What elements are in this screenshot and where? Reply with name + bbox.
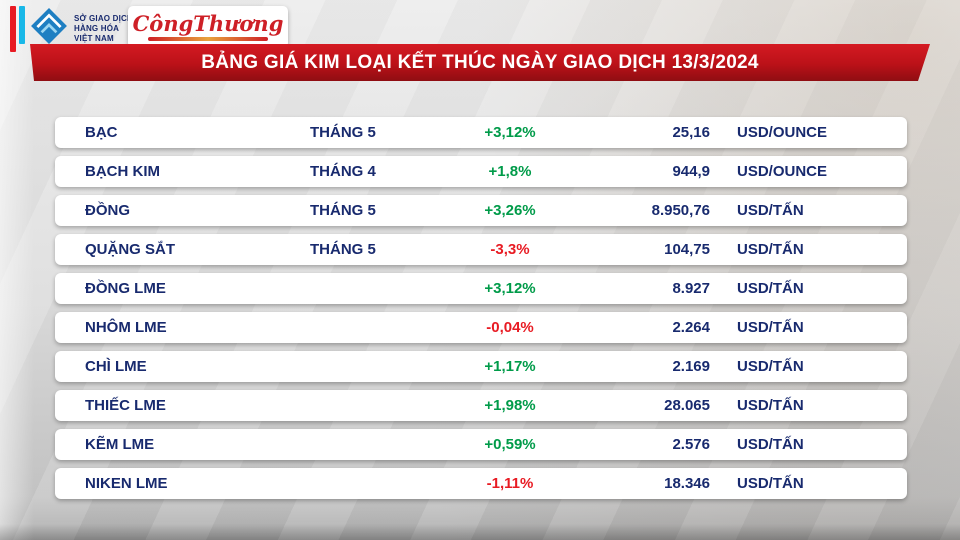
table-row: CHÌ LME +1,17% 2.169 USD/TẤN (55, 351, 907, 382)
exchange-name-line1: SỞ GIAO DỊCH (74, 13, 134, 23)
price-value: 2.576 (672, 436, 710, 453)
exchange-name-line2: HÀNG HÓA (74, 23, 120, 33)
commodity-name: CHÌ LME (85, 358, 147, 375)
price-value: 2.169 (672, 358, 710, 375)
commodity-name: QUẶNG SẮT (85, 241, 175, 258)
price-value: 25,16 (672, 124, 710, 141)
change-percent: +3,12% (484, 280, 536, 297)
change-percent: -0,04% (486, 319, 534, 336)
price-unit: USD/TẤN (737, 202, 804, 219)
commodity-name: BẠCH KIM (85, 163, 160, 180)
contract-month: THÁNG 4 (310, 163, 376, 180)
exchange-name: SỞ GIAO DỊCH HÀNG HÓA VIỆT NAM (74, 14, 133, 44)
price-unit: USD/TẤN (737, 319, 804, 336)
accent-bar-red (10, 6, 16, 52)
table-row: ĐỒNG THÁNG 5 +3,26% 8.950,76 USD/TẤN (55, 195, 907, 226)
magazine-logo-underline (148, 37, 268, 41)
change-percent: +1,98% (484, 397, 536, 414)
commodity-name: ĐỒNG LME (85, 280, 166, 297)
price-value: 8.927 (672, 280, 710, 297)
table-row: NIKEN LME -1,11% 18.346 USD/TẤN (55, 468, 907, 499)
table-row: THIẾC LME +1,98% 28.065 USD/TẤN (55, 390, 907, 421)
price-value: 2.264 (672, 319, 710, 336)
price-unit: USD/TẤN (737, 280, 804, 297)
contract-month: THÁNG 5 (310, 241, 376, 258)
contract-month: THÁNG 5 (310, 202, 376, 219)
price-value: 944,9 (672, 163, 710, 180)
price-unit: USD/TẤN (737, 397, 804, 414)
change-percent: +3,12% (484, 124, 536, 141)
table-row: BẠC THÁNG 5 +3,12% 25,16 USD/OUNCE (55, 117, 907, 148)
price-unit: USD/OUNCE (737, 163, 828, 180)
commodity-name: NIKEN LME (85, 475, 168, 492)
price-value: 28.065 (664, 397, 710, 414)
table-row: QUẶNG SẮT THÁNG 5 -3,3% 104,75 USD/TẤN (55, 234, 907, 265)
change-percent: +3,26% (484, 202, 536, 219)
change-percent: -3,3% (490, 241, 530, 258)
magazine-logo: CôngThương (128, 6, 288, 48)
left-light-strip (0, 0, 34, 540)
price-value: 18.346 (664, 475, 710, 492)
mxv-diamond-icon (30, 7, 68, 50)
title-banner: BẢNG GIÁ KIM LOẠI KẾT THÚC NGÀY GIAO DỊC… (30, 44, 930, 81)
change-percent: +0,59% (484, 436, 536, 453)
commodity-name: THIẾC LME (85, 397, 166, 414)
price-unit: USD/TẤN (737, 436, 804, 453)
price-unit: USD/OUNCE (737, 124, 828, 141)
commodity-name: ĐỒNG (85, 202, 130, 219)
price-value: 104,75 (664, 241, 710, 258)
exchange-name-line3: VIỆT NAM (74, 33, 114, 43)
price-value: 8.950,76 (651, 202, 710, 219)
magazine-logo-text: CôngThương (132, 11, 284, 36)
change-percent: +1,17% (484, 358, 536, 375)
contract-month: THÁNG 5 (310, 124, 376, 141)
bottom-shadow (0, 524, 960, 540)
change-percent: +1,8% (488, 163, 532, 180)
table-row: ĐỒNG LME +3,12% 8.927 USD/TẤN (55, 273, 907, 304)
price-unit: USD/TẤN (737, 241, 804, 258)
exchange-logo: SỞ GIAO DỊCH HÀNG HÓA VIỆT NAM (30, 7, 133, 50)
table-row: BẠCH KIM THÁNG 4 +1,8% 944,9 USD/OUNCE (55, 156, 907, 187)
change-percent: -1,11% (486, 475, 534, 492)
commodity-name: NHÔM LME (85, 319, 167, 336)
accent-bar-cyan (19, 6, 25, 44)
table-row: KẼM LME +0,59% 2.576 USD/TẤN (55, 429, 907, 460)
page-title: BẢNG GIÁ KIM LOẠI KẾT THÚC NGÀY GIAO DỊC… (201, 51, 759, 73)
commodity-name: BẠC (85, 124, 118, 141)
price-table: BẠC THÁNG 5 +3,12% 25,16 USD/OUNCE BẠCH … (55, 117, 907, 507)
price-unit: USD/TẤN (737, 475, 804, 492)
table-row: NHÔM LME -0,04% 2.264 USD/TẤN (55, 312, 907, 343)
commodity-name: KẼM LME (85, 436, 155, 453)
price-unit: USD/TẤN (737, 358, 804, 375)
